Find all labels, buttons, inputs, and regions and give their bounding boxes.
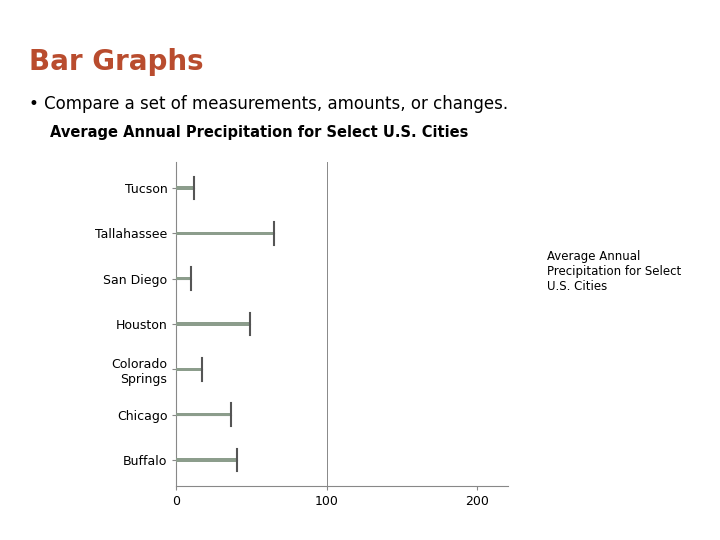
Text: Bar Graphs: Bar Graphs — [29, 48, 204, 76]
Bar — [176, 186, 194, 190]
Bar — [176, 277, 192, 280]
Bar — [176, 458, 237, 462]
Bar — [176, 368, 202, 371]
Text: Average Annual
Precipitation for Select
U.S. Cities: Average Annual Precipitation for Select … — [547, 250, 681, 293]
Bar — [176, 322, 250, 326]
Text: Average Annual Precipitation for Select U.S. Cities: Average Annual Precipitation for Select … — [50, 125, 469, 140]
Bar — [176, 413, 230, 416]
Bar — [176, 232, 274, 235]
Text: • Compare a set of measurements, amounts, or changes.: • Compare a set of measurements, amounts… — [29, 94, 508, 113]
